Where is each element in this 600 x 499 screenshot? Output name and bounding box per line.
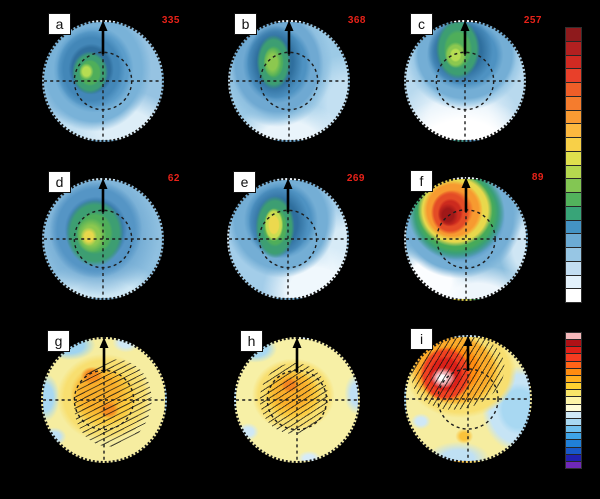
sample-count-f: 89 — [531, 172, 544, 183]
colorbar-cell — [566, 138, 581, 152]
colorbar-cell — [566, 179, 581, 193]
panel-label-g: g — [47, 330, 70, 352]
panel-label-f: f — [410, 170, 433, 192]
colorbar-cell — [566, 404, 581, 412]
colorbar-cell — [566, 347, 581, 355]
panel-e: e 269 — [227, 171, 364, 300]
colorbar-cell — [566, 454, 581, 462]
polar-grid-overlay — [406, 177, 526, 299]
colorbar-cell — [566, 397, 581, 405]
colorbar-cell — [566, 426, 581, 434]
colorbar-cell — [566, 206, 581, 221]
sample-count-c: 257 — [523, 15, 542, 26]
panel-g: g — [41, 330, 167, 463]
panel-label-h: h — [240, 330, 263, 352]
colorbar-cell — [566, 261, 581, 276]
polar-grid-overlay — [44, 178, 162, 298]
north-arrow-icon — [292, 337, 302, 373]
colorbar-cell — [566, 461, 581, 468]
colorbar-cell — [566, 375, 581, 384]
colorbar-cell — [566, 440, 581, 448]
colorbar-cell — [566, 28, 581, 42]
north-arrow-icon — [283, 178, 293, 213]
colorbar-cell — [566, 234, 581, 248]
colorbar-cell — [566, 433, 581, 441]
colorbar-top — [565, 27, 582, 303]
sample-count-a: 335 — [161, 15, 180, 26]
north-arrow-icon — [463, 335, 473, 371]
panel-i: i — [404, 328, 532, 463]
panel-d: d 62 — [42, 171, 179, 300]
colorbar-cell — [566, 361, 581, 369]
colorbar-cell — [566, 411, 581, 419]
panel-b: b 368 — [228, 13, 365, 142]
polar-grid-overlay — [406, 335, 530, 461]
north-arrow-icon — [284, 20, 294, 55]
colorbar-cell — [566, 447, 581, 455]
colorbar-cell — [566, 165, 581, 180]
polar-grid-overlay — [44, 20, 162, 140]
panel-c: c 257 — [404, 13, 541, 142]
colorbar-cell — [566, 383, 581, 391]
panel-label-d: d — [48, 171, 71, 193]
panel-h: h — [234, 330, 360, 463]
colorbar-cell — [566, 96, 581, 111]
north-arrow-icon — [99, 337, 109, 373]
colorbar-cell — [566, 275, 581, 290]
colorbar-cell — [566, 151, 581, 166]
polar-grid-overlay — [236, 337, 358, 461]
panel-label-e: e — [233, 171, 256, 193]
colorbar-cell — [566, 333, 581, 341]
panel-label-i: i — [410, 328, 433, 350]
panel-a: a 335 — [42, 13, 179, 142]
polar-grid-overlay — [406, 20, 524, 140]
colorbar-cell — [566, 41, 581, 56]
colorbar-cell — [566, 340, 581, 348]
north-arrow-icon — [461, 177, 471, 212]
polar-grid-overlay — [229, 178, 347, 298]
colorbar-cell — [566, 289, 581, 302]
colorbar-cell — [566, 110, 581, 125]
colorbar-cell — [566, 124, 581, 138]
north-arrow-icon — [460, 20, 470, 55]
colorbar-bottom — [565, 332, 582, 469]
colorbar-cell — [566, 55, 581, 70]
polar-grid-overlay — [43, 337, 165, 461]
colorbar-cell — [566, 69, 581, 83]
sample-count-b: 368 — [347, 15, 366, 26]
north-arrow-icon — [98, 178, 108, 213]
panel-label-a: a — [48, 13, 71, 35]
colorbar-cell — [566, 354, 581, 362]
colorbar-cell — [566, 390, 581, 398]
contour-field-e — [227, 178, 349, 300]
polar-grid-overlay — [230, 20, 348, 140]
sample-count-e: 269 — [346, 173, 365, 184]
colorbar-cell — [566, 248, 581, 262]
north-arrow-icon — [98, 20, 108, 55]
colorbar-cell — [566, 220, 581, 235]
panel-label-c: c — [410, 13, 433, 35]
panel-f: f 89 — [404, 170, 543, 301]
colorbar-cell — [566, 368, 581, 376]
colorbar-cell — [566, 418, 581, 427]
sample-count-d: 62 — [167, 173, 180, 184]
colorbar-cell — [566, 193, 581, 207]
panel-label-b: b — [234, 13, 257, 35]
colorbar-cell — [566, 83, 581, 97]
